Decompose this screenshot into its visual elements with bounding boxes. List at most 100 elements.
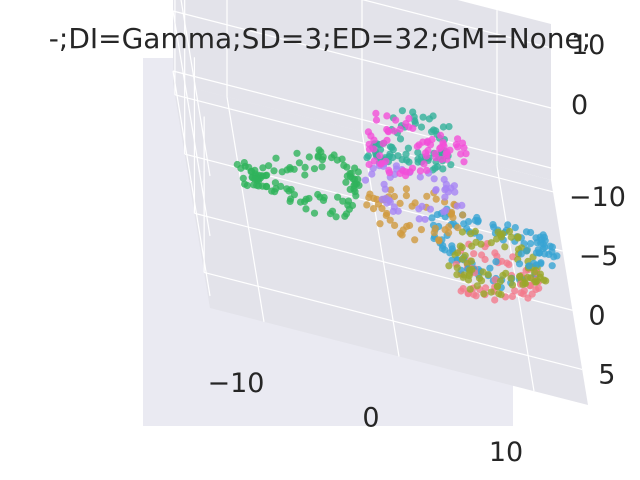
data-point-series-6 <box>535 284 543 292</box>
data-point-series-7 <box>486 264 494 272</box>
data-point-series-3 <box>270 167 278 175</box>
grid-line-floor-y <box>174 94 554 193</box>
data-point-series-5 <box>507 274 515 282</box>
data-point-series-3 <box>346 185 354 193</box>
data-point-series-5 <box>480 290 488 298</box>
data-point-series-3 <box>283 166 291 174</box>
grid-line-left-z <box>172 10 211 237</box>
grid-line-floor-x <box>361 131 400 357</box>
data-point-series-7 <box>532 261 541 269</box>
data-point-series-0 <box>390 127 398 135</box>
data-point-series-4 <box>417 123 426 131</box>
data-point-series-7 <box>504 221 512 229</box>
data-point-series-3 <box>265 162 273 170</box>
data-point-series-0 <box>365 160 373 169</box>
tick-labels: −10 0 10 −10 −5 0 5 0 10 <box>208 30 626 468</box>
data-point-series-3 <box>296 198 305 206</box>
data-point-series-0 <box>413 142 421 151</box>
data-point-series-3 <box>310 209 319 217</box>
data-point-series-2 <box>370 194 378 202</box>
data-point-series-0 <box>460 144 468 152</box>
data-point-series-0 <box>457 150 465 158</box>
data-point-series-6 <box>519 290 527 298</box>
data-point-series-7 <box>428 214 436 222</box>
y-tick-label: −10 <box>569 182 626 213</box>
grid-line-left-z <box>180 0 211 177</box>
data-point-series-3 <box>334 193 342 201</box>
data-point-series-3 <box>328 154 336 162</box>
data-point-series-0 <box>432 154 440 162</box>
data-point-series-5 <box>505 227 514 235</box>
data-point-series-7 <box>548 262 556 270</box>
data-point-series-4 <box>428 128 436 136</box>
z-tick-label: 0 <box>571 90 588 121</box>
data-point-series-0 <box>438 155 446 164</box>
data-point-series-6 <box>491 296 499 304</box>
data-point-series-2 <box>396 199 404 207</box>
data-point-series-5 <box>493 235 501 243</box>
data-point-series-4 <box>402 150 410 158</box>
data-point-series-2 <box>386 216 394 224</box>
data-point-series-7 <box>441 246 449 254</box>
data-point-series-5 <box>459 273 467 281</box>
data-point-series-2 <box>449 213 457 222</box>
data-point-series-3 <box>251 175 259 183</box>
grid-line-floor-y <box>204 271 583 371</box>
data-point-series-6 <box>511 287 519 295</box>
data-point-series-3 <box>293 149 301 157</box>
data-point-series-4 <box>431 164 439 172</box>
data-point-series-5 <box>487 288 495 296</box>
data-point-series-3 <box>352 192 360 200</box>
data-point-series-3 <box>301 171 309 179</box>
data-point-series-3 <box>338 155 346 163</box>
data-point-series-2 <box>378 204 386 213</box>
data-point-series-1 <box>453 202 461 210</box>
data-point-series-4 <box>439 123 447 131</box>
data-point-series-5 <box>477 240 485 248</box>
data-point-series-3 <box>233 160 241 169</box>
data-points <box>233 107 561 304</box>
data-point-series-5 <box>467 257 475 265</box>
data-point-series-3 <box>305 153 313 161</box>
data-point-series-6 <box>524 294 532 302</box>
data-point-series-1 <box>361 176 370 184</box>
data-point-series-1 <box>442 206 450 214</box>
data-point-series-7 <box>525 262 533 270</box>
data-point-series-0 <box>372 109 380 117</box>
data-point-series-3 <box>310 165 319 173</box>
data-point-series-2 <box>459 211 467 219</box>
data-point-series-3 <box>354 168 362 176</box>
data-point-series-3 <box>342 178 350 186</box>
data-point-series-5 <box>508 281 517 289</box>
data-point-series-5 <box>507 233 515 241</box>
data-point-series-5 <box>516 272 524 280</box>
data-point-series-3 <box>243 181 251 190</box>
data-point-series-3 <box>259 172 267 180</box>
data-point-series-5 <box>473 282 481 290</box>
data-point-series-0 <box>384 128 392 136</box>
data-point-series-1 <box>432 186 440 194</box>
data-point-series-5 <box>497 291 505 299</box>
data-point-series-2 <box>441 226 449 234</box>
data-point-series-0 <box>443 150 451 158</box>
data-point-series-0 <box>452 141 460 149</box>
data-point-series-7 <box>526 240 535 248</box>
data-point-series-5 <box>527 274 535 282</box>
grid-line-back-z <box>172 10 552 109</box>
data-point-series-3 <box>326 210 334 218</box>
data-point-series-2 <box>435 236 443 244</box>
grid-line-back-z <box>361 0 552 49</box>
data-point-series-0 <box>454 135 462 143</box>
data-point-series-3 <box>262 183 270 191</box>
data-point-series-0 <box>423 166 431 174</box>
data-point-series-3 <box>302 205 310 213</box>
data-point-series-0 <box>426 141 435 149</box>
data-point-series-3 <box>271 179 279 187</box>
data-point-series-4 <box>414 148 422 157</box>
data-point-series-7 <box>433 211 441 219</box>
data-point-series-6 <box>470 250 478 258</box>
grid-line-left-z <box>172 70 211 297</box>
data-point-series-5 <box>445 262 453 270</box>
data-point-series-5 <box>532 278 540 286</box>
data-point-series-7 <box>545 250 553 258</box>
